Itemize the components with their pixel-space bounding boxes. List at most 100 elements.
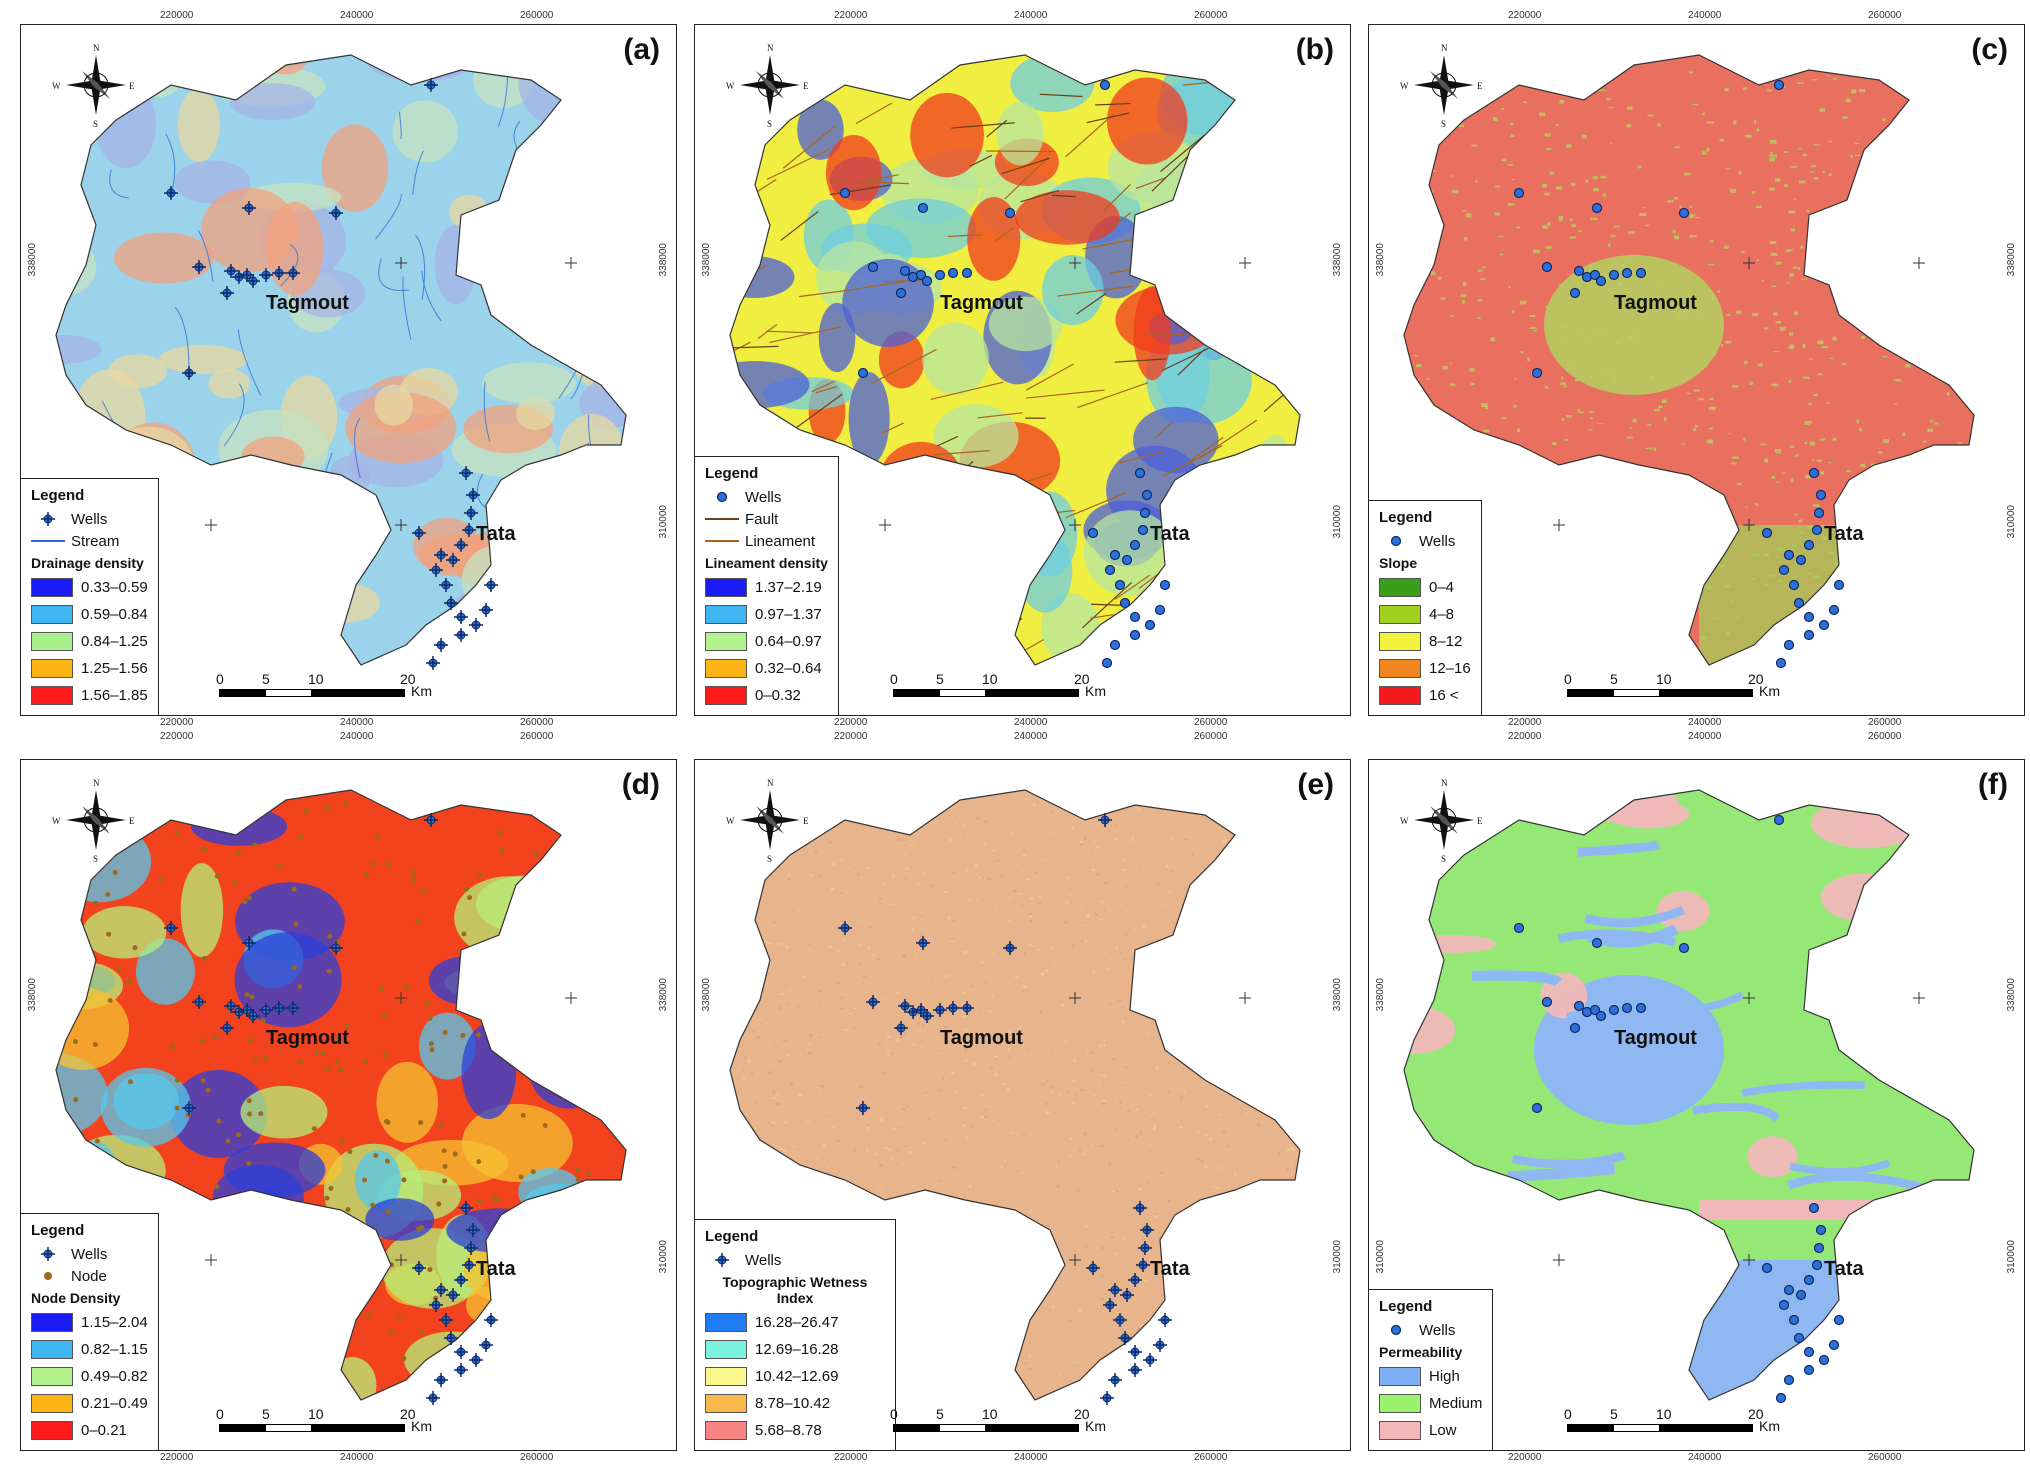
legend-color-swatch [705,632,747,651]
legend-class-label: 4–8 [1429,606,1455,623]
x-tick-label: 220000 [160,1452,194,1463]
well-marker [464,506,478,520]
legend-color-swatch [705,659,747,678]
legend-class-row: High [1379,1363,1482,1390]
well-marker [946,1001,960,1015]
well-marker [424,813,438,827]
well-marker [1621,1002,1633,1014]
well-marker [1591,202,1603,214]
well-marker [1541,996,1553,1008]
place-label-tata: Tata [1824,523,1864,545]
legend-class-row: 0.64–0.97 [705,628,828,655]
legend-class-row: Medium [1379,1390,1482,1417]
x-tick-label: 220000 [834,1452,868,1463]
well-marker [434,638,448,652]
place-label-tagmout: Tagmout [266,292,349,314]
well-marker [1139,507,1151,519]
legend-class-row: 0.21–0.49 [31,1390,148,1417]
legend-color-swatch [31,1367,73,1386]
scale-bar-segment [219,1424,267,1432]
legend-class-row: 0.82–1.15 [31,1336,148,1363]
well-marker [1087,527,1099,539]
well-marker [1119,597,1131,609]
well-marker [240,1003,254,1017]
well-marker [1003,941,1017,955]
y-tick-label: 338000 [1332,978,1343,1012]
y-tick-label: 338000 [27,243,38,277]
well-marker [479,603,493,617]
well-marker [1813,1242,1825,1254]
north-arrow-compass: N S E W [726,43,809,129]
x-tick-label: 240000 [1688,10,1722,21]
well-marker [329,206,343,220]
well-marker [1129,629,1141,641]
scale-bar-label: 10 [982,1406,998,1422]
well-marker [426,1391,440,1405]
well-marker [446,1288,460,1302]
legend-class-label: 0–0.21 [81,1422,127,1439]
well-marker [439,578,453,592]
legend-class-row: 12.69–16.28 [705,1336,885,1363]
well-marker [1104,564,1116,576]
scale-bar-unit: Km [1759,683,1780,699]
well-marker [224,264,238,278]
legend-color-swatch [1379,605,1421,624]
well-marker [426,656,440,670]
well-marker [484,1313,498,1327]
well-marker [1128,1363,1142,1377]
well-marker [1811,524,1823,536]
x-tick-label: 260000 [1194,717,1228,728]
scale-bar-label: 5 [1610,1406,1618,1422]
well-marker [1159,579,1171,591]
legend-color-swatch [705,1421,747,1440]
well-marker [914,1003,928,1017]
well-marker [1138,1241,1152,1255]
north-arrow-compass: N S E W [1400,43,1483,129]
well-marker [286,266,300,280]
well-marker [1608,1004,1620,1016]
legend-symbol-label: Wells [1419,532,1456,550]
svg-text:E: E [1477,81,1483,91]
y-tick-label: 310000 [2006,505,2017,539]
scale-bar-segment [939,689,987,697]
well-marker [164,921,178,935]
legend-class-label: 1.15–2.04 [81,1314,148,1331]
panel-label: (c) [1971,33,2008,66]
x-tick-label: 260000 [1868,717,1902,728]
well-marker [242,936,256,950]
well-marker [1128,1345,1142,1359]
svg-text:N: N [1441,43,1448,53]
x-tick-label: 240000 [1014,1452,1048,1463]
panel-label: (d) [621,768,660,801]
scale-bar: 0 5 10 20 Km [216,671,449,701]
place-label-tata: Tata [1150,1258,1190,1280]
x-tick-label: 240000 [1014,731,1048,742]
legend-symbol-label: Wells [1419,1321,1456,1339]
legend-color-swatch [705,578,747,597]
scale-bar-segment [1567,1424,1615,1432]
well-marker [242,201,256,215]
well-marker [866,995,880,1009]
well-marker [1773,79,1785,91]
legend-title: Legend [705,465,759,482]
legend-color-swatch [705,1394,747,1413]
well-marker [1828,1339,1840,1351]
scale-bar-label: 5 [262,1406,270,1422]
well-marker [1591,937,1603,949]
well-marker [182,1101,196,1115]
scale-bar-segment [1659,1424,1753,1432]
well-marker [454,1273,468,1287]
scale-bar: 0 5 10 20 Km [890,671,1123,701]
legend-title: Legend [1379,1298,1433,1315]
well-marker [246,274,260,288]
scale-bar-label: 20 [400,1406,416,1422]
well-marker [412,526,426,540]
well-marker [164,186,178,200]
legend-class-row: 8.78–10.42 [705,1390,885,1417]
svg-text:W: W [726,816,735,826]
well-marker [1121,554,1133,566]
svg-text:N: N [767,43,774,53]
map-legend: Legend Wells Fault Lineament Lineament densi… [695,456,839,715]
well-marker [1153,1338,1167,1352]
well-marker [479,1338,493,1352]
